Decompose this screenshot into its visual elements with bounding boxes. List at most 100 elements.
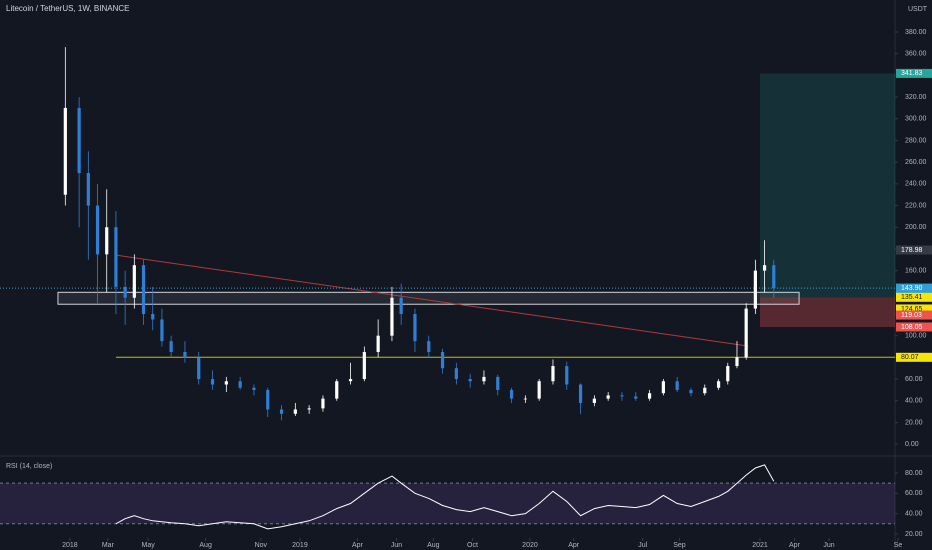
candle-body bbox=[399, 297, 403, 314]
candle-body bbox=[151, 313, 155, 320]
candle-body bbox=[753, 270, 757, 309]
candle-body bbox=[744, 308, 748, 358]
y-tick-label: 60.00 bbox=[905, 490, 923, 497]
x-tick-label: Jul bbox=[638, 542, 647, 549]
x-tick-label: Aug bbox=[427, 542, 440, 549]
candle-body bbox=[197, 357, 201, 380]
x-tick-label: 2018 bbox=[62, 542, 78, 549]
candle-body bbox=[716, 381, 721, 388]
x-tick-label: Apr bbox=[352, 542, 364, 549]
candle-body bbox=[348, 379, 353, 382]
y-tick-label: 260.00 bbox=[905, 159, 927, 166]
candle-body bbox=[123, 286, 127, 298]
candle-body bbox=[675, 381, 679, 390]
x-tick-label: Oct bbox=[467, 542, 478, 549]
x-tick-label: Nov bbox=[255, 542, 268, 549]
y-tick-label: 360.00 bbox=[905, 51, 927, 58]
y-tick-label: 100.00 bbox=[905, 333, 927, 340]
price-label-bg bbox=[896, 322, 932, 332]
y-tick-label: 40.00 bbox=[905, 510, 923, 517]
x-tick-label: Apr bbox=[789, 542, 801, 549]
price-label: 341.83 bbox=[901, 70, 923, 77]
y-tick-label: 20.00 bbox=[905, 531, 923, 538]
candle-body bbox=[496, 376, 500, 390]
candle-body bbox=[427, 341, 431, 352]
y-tick-label: 160.00 bbox=[905, 267, 927, 274]
candle-body bbox=[726, 366, 730, 382]
candle-body bbox=[592, 398, 596, 403]
candle-body bbox=[114, 227, 118, 287]
candle-body bbox=[509, 389, 514, 399]
price-label: 143.90 bbox=[901, 285, 923, 292]
support-zone bbox=[57, 291, 800, 305]
x-tick-label: Aug bbox=[199, 542, 212, 549]
y-tick-label: 80.00 bbox=[905, 470, 923, 477]
trendline bbox=[115, 254, 749, 347]
candle-body bbox=[661, 381, 665, 394]
y-tick-label: 200.00 bbox=[905, 224, 927, 231]
y-tick-label: 220.00 bbox=[905, 202, 927, 209]
candle-body bbox=[620, 395, 624, 397]
candle-body bbox=[63, 107, 67, 195]
candle-body bbox=[238, 381, 242, 388]
x-tick-label: Se bbox=[894, 542, 903, 549]
candle-body bbox=[703, 387, 707, 394]
candle-body bbox=[132, 265, 136, 298]
candle-body bbox=[224, 381, 228, 385]
candle-body bbox=[537, 381, 541, 399]
candle-body bbox=[183, 351, 187, 358]
target-zone bbox=[759, 73, 895, 298]
x-tick-label: Sep bbox=[673, 542, 686, 549]
x-tick-label: 2020 bbox=[522, 542, 538, 549]
currency: USDT bbox=[908, 6, 928, 13]
y-tick-label: 280.00 bbox=[905, 137, 927, 144]
candle-body bbox=[772, 265, 776, 289]
candle-body bbox=[634, 396, 638, 399]
candle-body bbox=[606, 395, 610, 399]
y-tick-label: 240.00 bbox=[905, 181, 927, 188]
y-tick-label: 0.00 bbox=[905, 441, 919, 448]
candle-body bbox=[252, 387, 256, 390]
price-label-bg bbox=[896, 292, 932, 302]
y-tick-label: 380.00 bbox=[905, 29, 927, 36]
candle-body bbox=[86, 172, 90, 206]
candle-body bbox=[321, 398, 325, 409]
candle-body bbox=[551, 366, 555, 382]
candle-body bbox=[210, 379, 215, 385]
price-label-bg bbox=[896, 68, 932, 78]
price-label: 124.65 bbox=[901, 306, 923, 313]
candle-body bbox=[413, 313, 417, 342]
candle-body bbox=[160, 319, 164, 342]
candle-body bbox=[169, 341, 173, 352]
candle-body bbox=[77, 107, 81, 173]
price-label-bg bbox=[896, 283, 932, 293]
price-label: 135.41 bbox=[901, 294, 923, 301]
x-tick-label: May bbox=[142, 542, 156, 549]
price-label: 178.98 bbox=[901, 247, 923, 254]
price-label-bg bbox=[896, 310, 932, 320]
candle-body bbox=[307, 408, 311, 410]
stop-zone bbox=[759, 297, 895, 327]
candle-body bbox=[390, 297, 394, 336]
candle-body bbox=[293, 409, 297, 414]
candle-body bbox=[689, 389, 693, 394]
candle-body bbox=[454, 368, 458, 380]
candle-body bbox=[482, 376, 486, 382]
price-label-bg bbox=[896, 245, 932, 255]
candle-body bbox=[565, 366, 569, 385]
candle-body bbox=[376, 335, 380, 352]
candle-body bbox=[362, 351, 366, 380]
candle-body bbox=[440, 351, 445, 369]
candle-body bbox=[647, 393, 652, 399]
y-tick-label: 60.00 bbox=[905, 376, 923, 383]
price-label-bg bbox=[896, 304, 932, 314]
x-tick-label: Jun bbox=[823, 542, 834, 549]
candle-body bbox=[735, 357, 739, 367]
candle-body bbox=[523, 398, 527, 400]
y-tick-label: 40.00 bbox=[905, 398, 923, 405]
candle-body bbox=[279, 409, 284, 414]
candle-body bbox=[95, 205, 100, 255]
rsi-title: RSI (14, close) bbox=[6, 463, 52, 470]
rsi-band bbox=[0, 483, 895, 524]
